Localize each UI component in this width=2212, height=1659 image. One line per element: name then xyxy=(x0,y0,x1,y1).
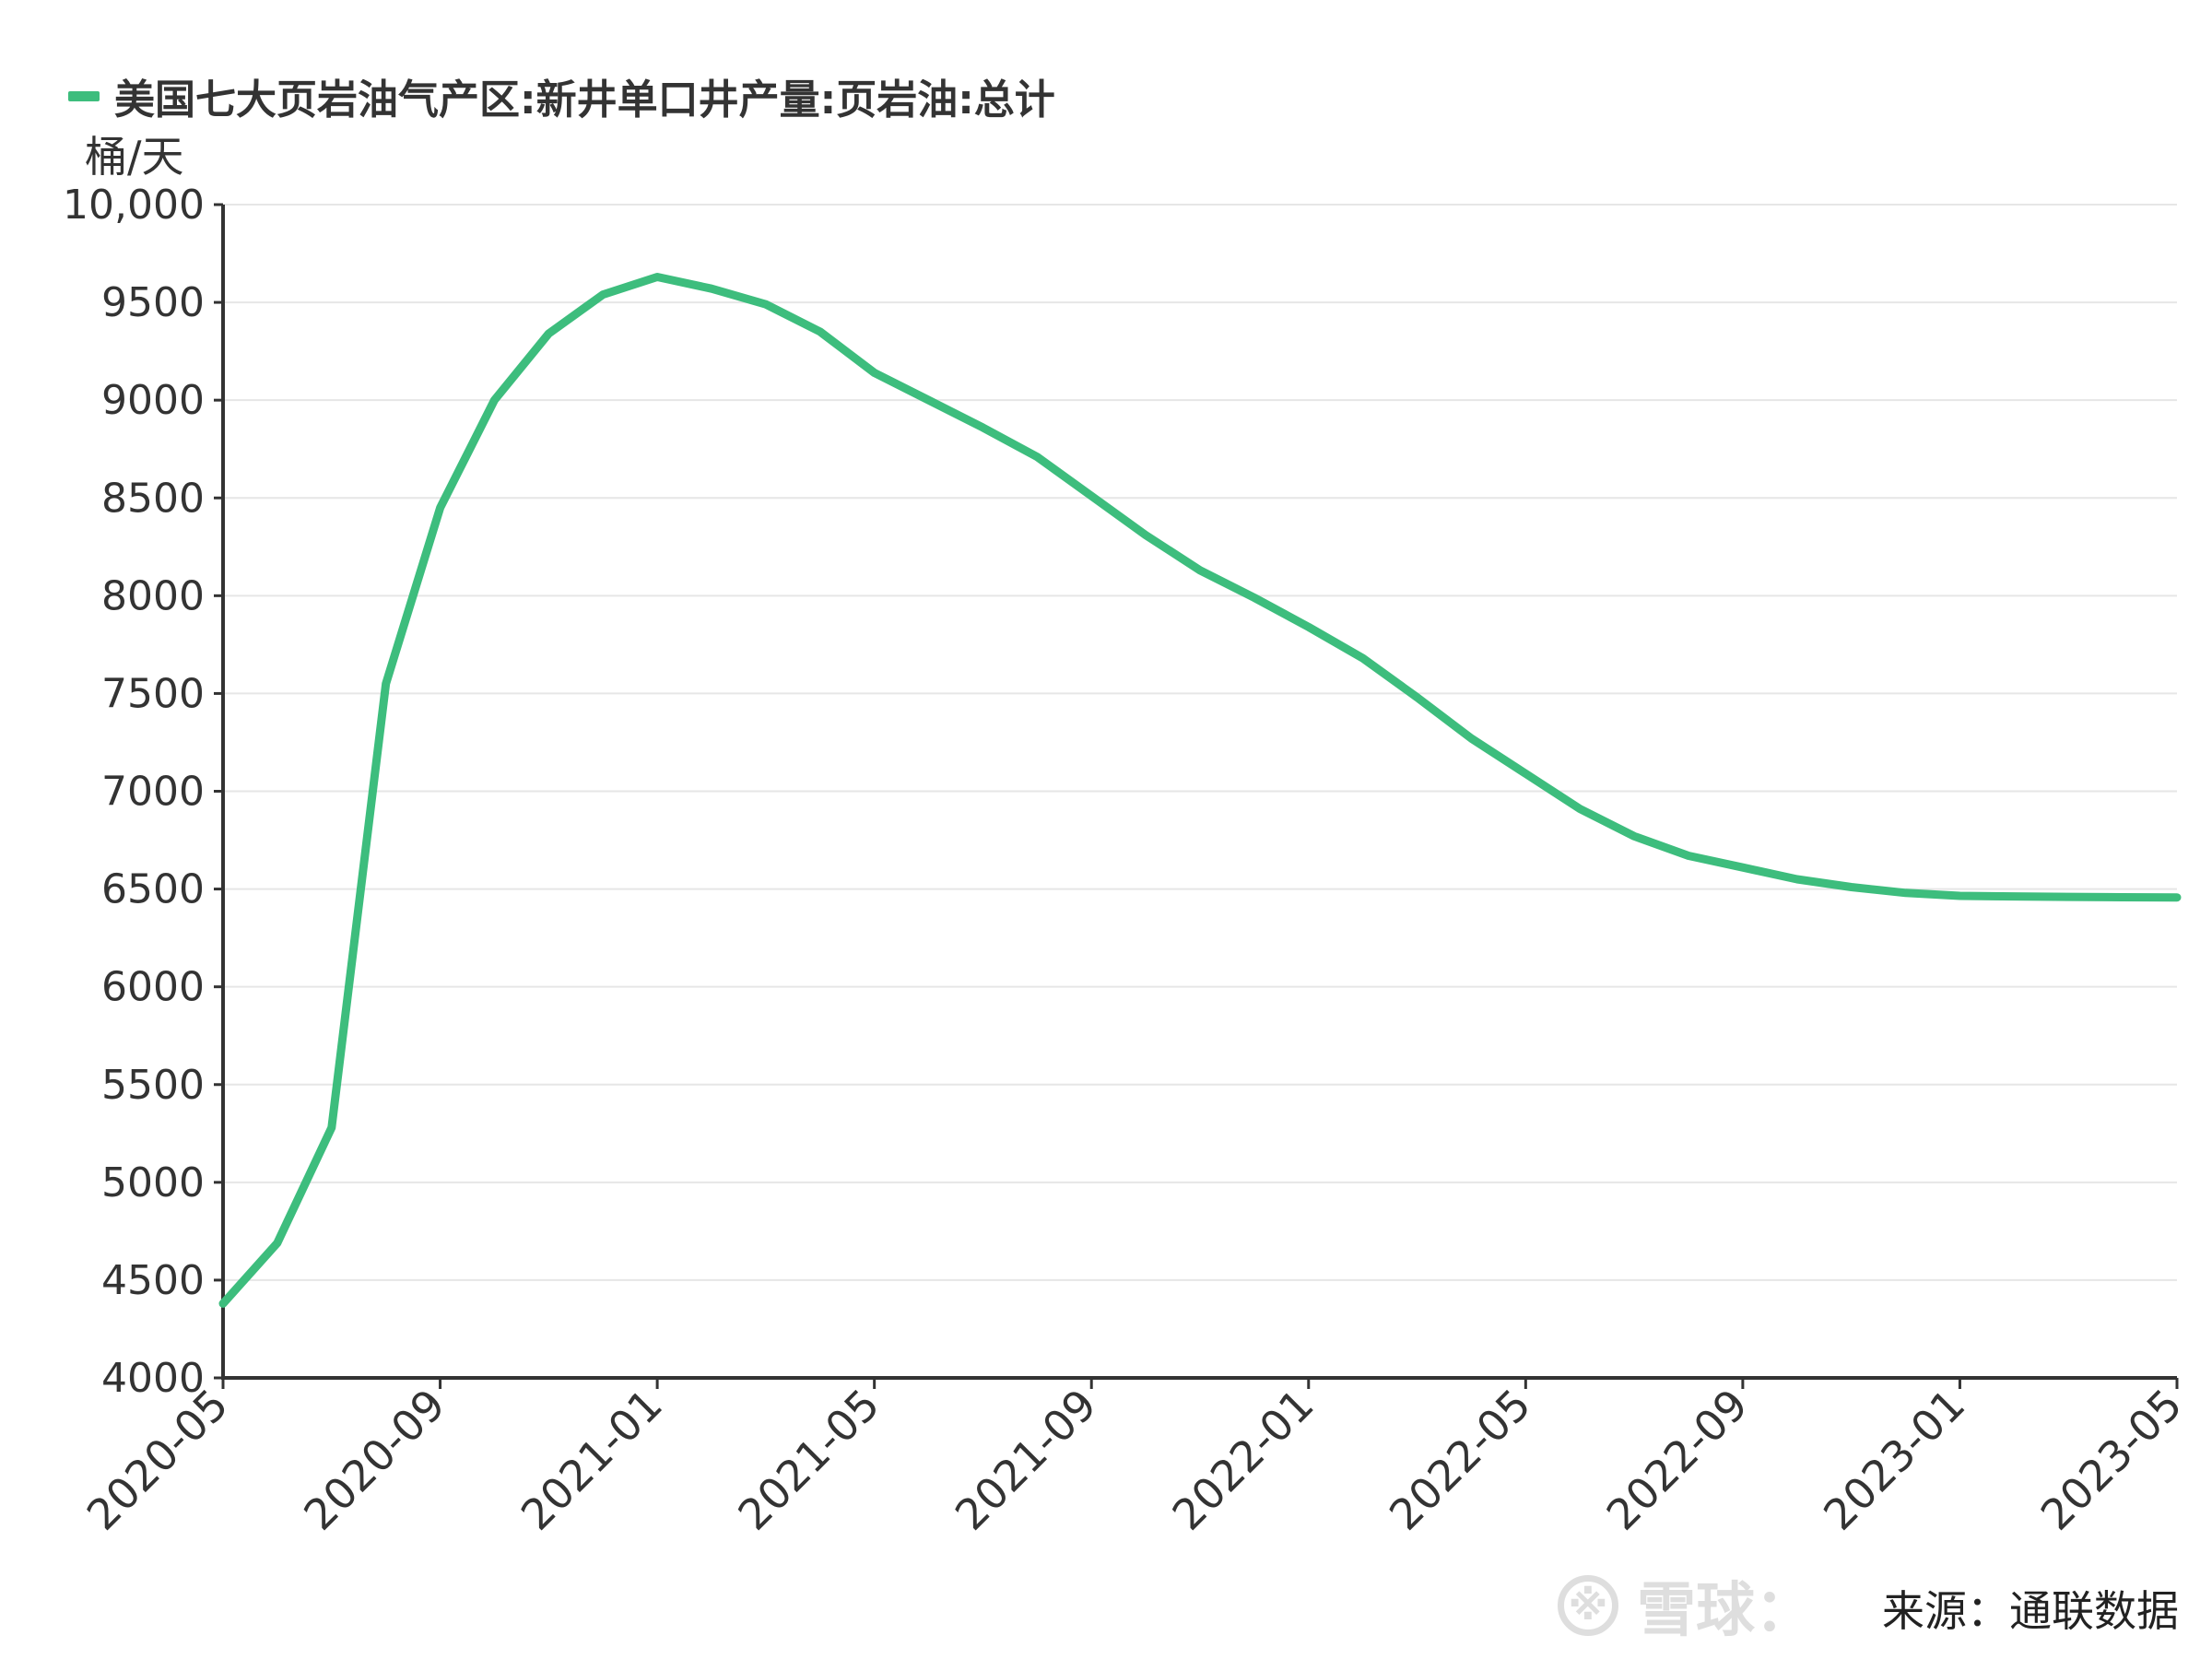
x-tick-label: 2023-05 xyxy=(2031,1380,2192,1540)
y-tick-label: 5500 xyxy=(101,1062,205,1109)
y-tick-label: 9500 xyxy=(101,279,205,326)
watermark-text: 雪球： xyxy=(1637,1577,1814,1645)
x-tick-label: 2023-01 xyxy=(1814,1380,1974,1540)
snowball-logo-icon: ※ xyxy=(1558,1575,1618,1636)
y-tick-label: 6000 xyxy=(101,964,205,1011)
y-tick-label: 4500 xyxy=(101,1257,205,1304)
legend-swatch xyxy=(68,90,100,101)
y-axis-ticks: 4000 4500 5000 5500 6000 6500 7000 7500 8000 8500… xyxy=(63,182,223,1402)
x-tick-label: 2022-09 xyxy=(1597,1380,1758,1540)
y-axis-unit-label: 桶/天 xyxy=(85,132,184,182)
series-line xyxy=(218,273,2182,1308)
x-axis-ticks: 2020-05 2020-09 2021-01 2021-05 2021-09 2022-… xyxy=(77,1378,2192,1540)
x-tick-label: 2022-05 xyxy=(1380,1380,1540,1540)
x-tick-label: 2021-05 xyxy=(728,1380,888,1540)
x-tick-label: 2021-09 xyxy=(946,1380,1106,1540)
x-tick-label: 2021-01 xyxy=(512,1380,672,1540)
y-tick-label: 8500 xyxy=(101,475,205,522)
source-note: 来源：通联数据 xyxy=(1882,1586,2179,1636)
gridlines xyxy=(223,204,2177,1281)
x-tick-label: 2020-05 xyxy=(77,1380,238,1540)
legend-label: 美国七大页岩油气产区:新井单口井产量:页岩油:总计 xyxy=(114,76,1055,124)
y-tick-label: 6500 xyxy=(101,866,205,913)
x-tick-label: 2022-01 xyxy=(1162,1380,1323,1540)
watermark: ※ 雪球： xyxy=(1558,1563,1834,1648)
y-tick-label: 10,000 xyxy=(63,182,205,229)
y-tick-label: 9000 xyxy=(101,377,205,424)
y-tick-label: 5000 xyxy=(101,1159,205,1206)
y-tick-label: 8000 xyxy=(101,572,205,619)
x-tick-label: 2020-09 xyxy=(294,1380,454,1540)
y-tick-label: 7500 xyxy=(101,670,205,717)
y-tick-label: 7000 xyxy=(101,769,205,816)
y-tick-label: 4000 xyxy=(101,1355,205,1402)
legend: 美国七大页岩油气产区:新井单口井产量:页岩油:总计 xyxy=(68,66,1055,125)
